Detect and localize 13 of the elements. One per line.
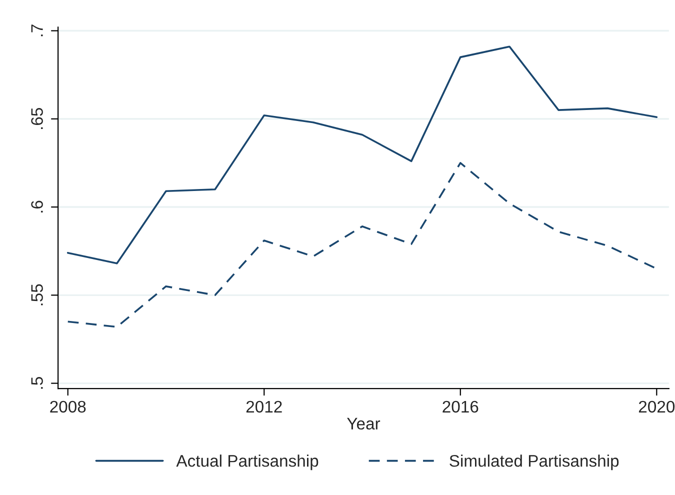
x-axis-title: Year — [347, 418, 380, 430]
x-tick-label: 2020 — [638, 400, 675, 413]
x-tick-label: 2008 — [50, 400, 86, 413]
x-tick-label: 2012 — [246, 400, 282, 413]
y-tick-label: .7 — [31, 24, 43, 36]
x-tick-label: 2016 — [442, 400, 478, 413]
legend-label: Simulated Partisanship — [450, 454, 619, 470]
y-tick-label: .5 — [31, 377, 43, 389]
y-tick-label: .6 — [31, 200, 43, 212]
legend-label: Actual Partisanship — [176, 454, 318, 470]
y-tick-label: .65 — [31, 108, 43, 129]
line-series — [66, 46, 658, 264]
y-tick-label: .55 — [31, 284, 43, 306]
